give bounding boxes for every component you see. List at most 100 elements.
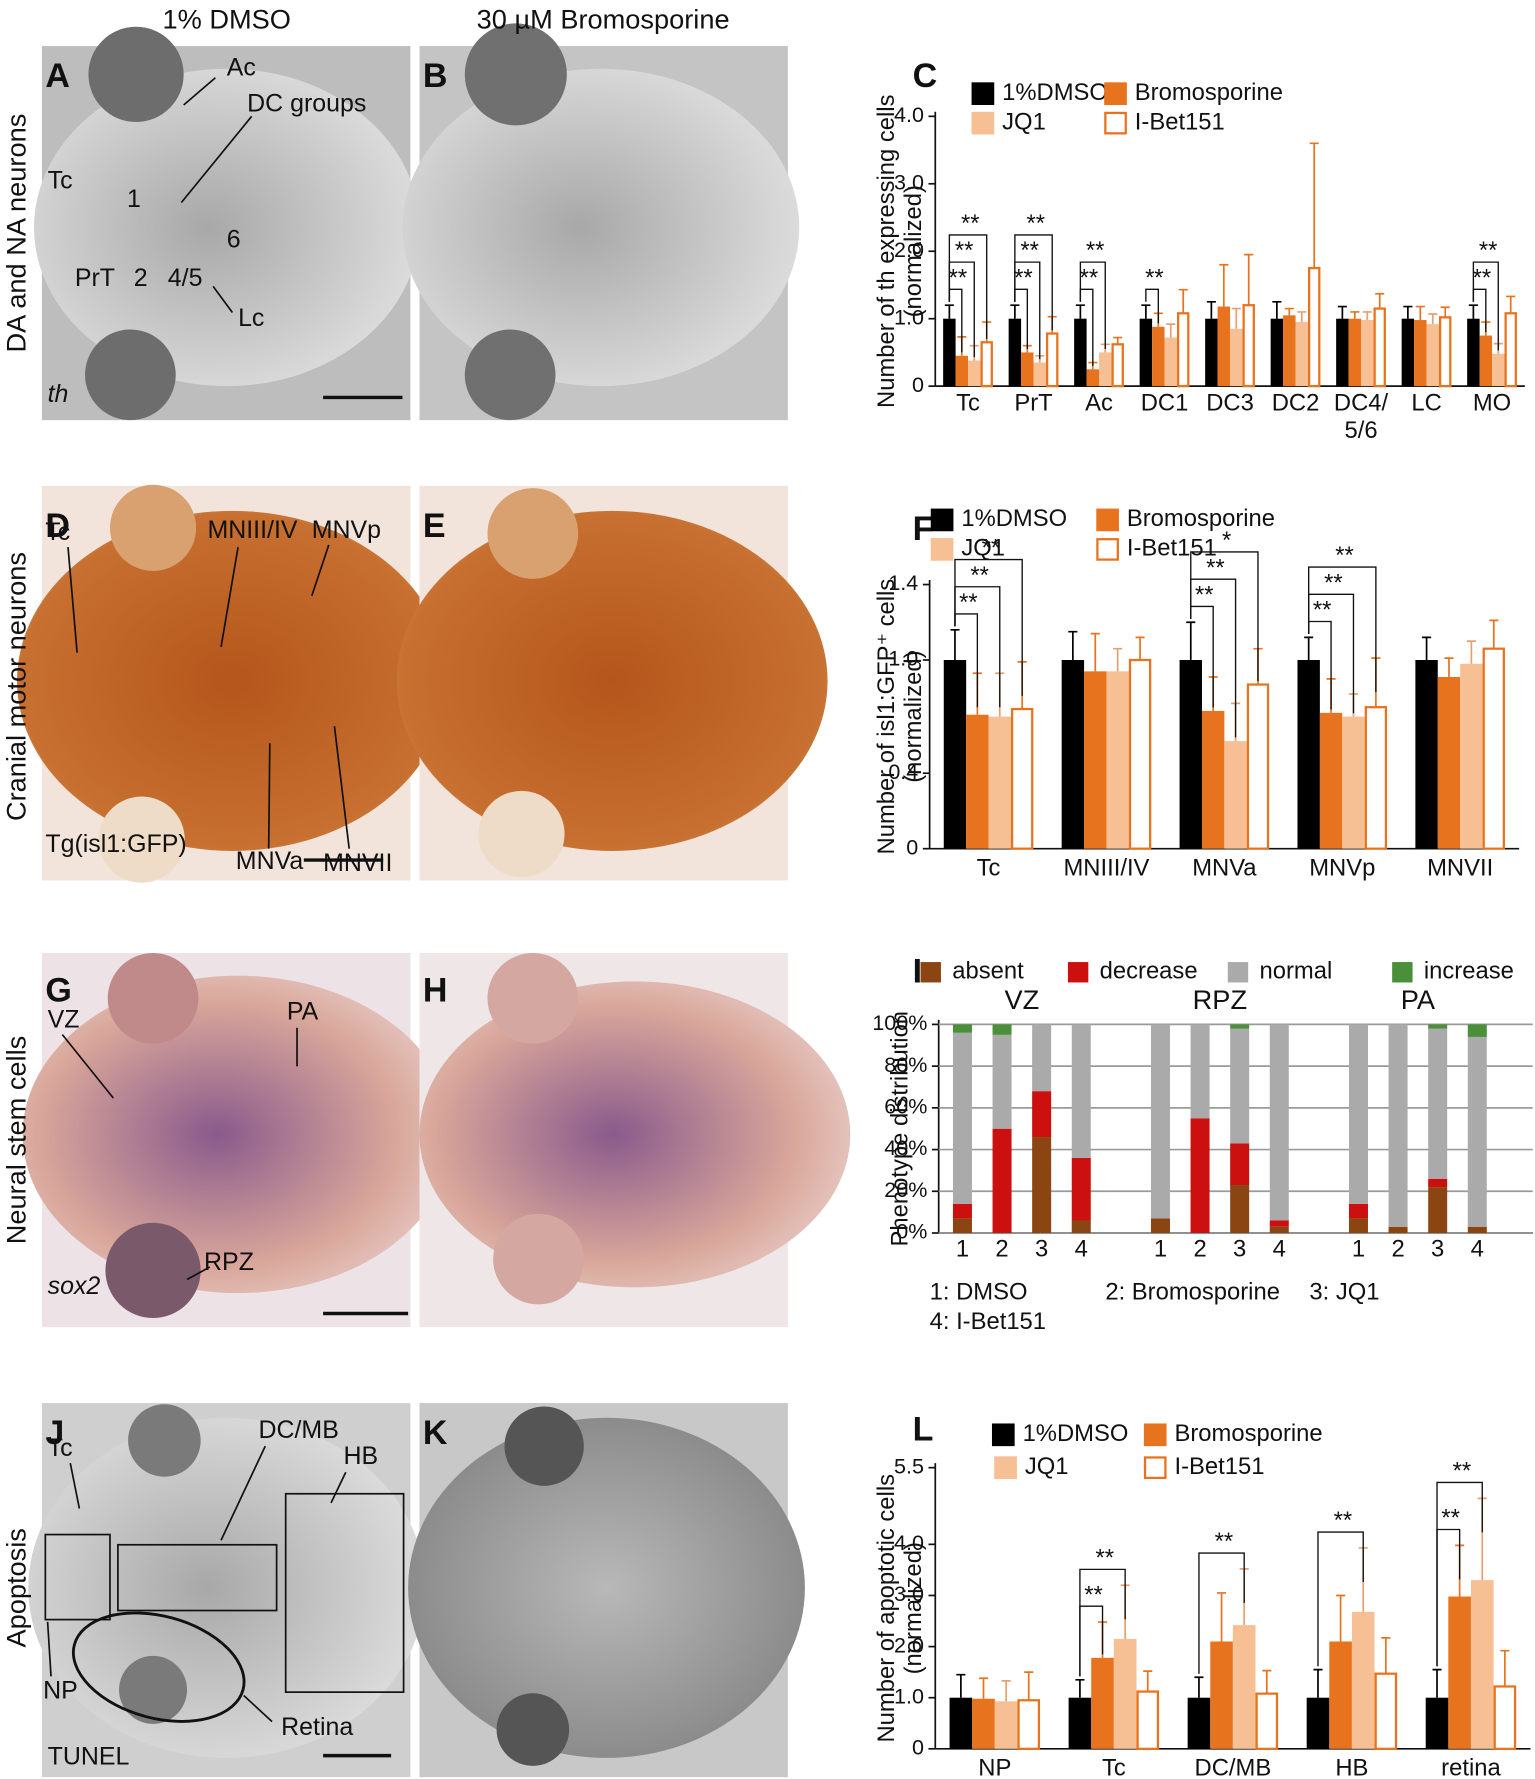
bar-segment [992, 1024, 1012, 1035]
x-tick-label: DC1 [1141, 390, 1189, 417]
error-bar [1217, 1592, 1227, 1642]
row-label: Neural stem cells [0, 1036, 31, 1244]
eye [128, 1404, 201, 1477]
bar [1336, 318, 1349, 387]
panel-letter: E [423, 507, 446, 545]
significance-label: ** [1334, 1507, 1353, 1534]
bar-segment [1428, 1178, 1448, 1188]
eye [496, 1693, 570, 1766]
bar [1179, 660, 1202, 849]
significance-label: ** [1473, 264, 1492, 291]
eye [105, 1222, 201, 1319]
annotation: 2 [134, 264, 148, 292]
x-tick-label: 3 [1431, 1235, 1444, 1262]
bar [1017, 1699, 1041, 1750]
significance-label: ** [1084, 1581, 1103, 1608]
panel-letter: H [423, 972, 448, 1010]
y-axis-label: (normalized) [900, 185, 927, 317]
panel-letter: L [913, 1410, 934, 1448]
bar [1086, 369, 1100, 387]
bar-segment [992, 1128, 1012, 1234]
bar [1084, 671, 1107, 849]
error-bar [1231, 307, 1241, 329]
eye [487, 488, 579, 579]
eye [88, 26, 184, 122]
x-tick-label: 3 [1035, 1235, 1048, 1262]
annotation: Ac [227, 53, 256, 81]
legend-label: I-Bet151 [1174, 1453, 1264, 1480]
bar-segment [1190, 1118, 1210, 1234]
eye [493, 1213, 584, 1305]
y-tick-label: 1.0 [894, 1684, 924, 1708]
legend-swatch [930, 538, 954, 561]
error-bar [944, 304, 954, 319]
larva [34, 68, 420, 387]
significance-bracket [948, 234, 988, 339]
bar [1448, 1596, 1471, 1749]
legend-swatch [1096, 538, 1119, 561]
legend-label: 1%DMSO [1002, 79, 1108, 106]
error-bar [1500, 1649, 1510, 1687]
y-tick-label: 1.0 [894, 305, 924, 329]
significance-label: ** [1145, 264, 1164, 291]
bar [1074, 318, 1087, 387]
bar [1426, 324, 1439, 387]
error-bar [1468, 304, 1478, 319]
bar-segment [992, 1034, 1012, 1129]
error-bar [1075, 1678, 1085, 1698]
region-box [284, 1492, 405, 1693]
larva [419, 981, 851, 1288]
region-ellipse [71, 1611, 246, 1723]
annotation: HB [344, 1442, 379, 1470]
x-tick-label: 4 [1471, 1235, 1484, 1262]
bar-segment [1467, 1024, 1487, 1037]
significance-bracket [1198, 1552, 1245, 1674]
error-bar [1432, 1668, 1442, 1698]
bar-segment [952, 1032, 972, 1204]
y-tick-label: 40% [884, 1136, 927, 1160]
bar [1242, 304, 1255, 388]
error-bar [1284, 307, 1294, 316]
panel-letter: A [45, 57, 70, 95]
bar [980, 341, 993, 388]
bar [1010, 707, 1034, 850]
significance-label: ** [982, 535, 1001, 562]
error-bar [1350, 311, 1360, 319]
significance-label: ** [1215, 1528, 1234, 1555]
bar [1482, 647, 1505, 850]
bar [1210, 1641, 1233, 1749]
annotation: PA [287, 998, 319, 1026]
annotation: TUNEL [48, 1742, 130, 1770]
legend-label: 1%DMSO [961, 505, 1067, 532]
significance-label: ** [1453, 1458, 1472, 1485]
x-tick-label: DC/MB [1195, 1755, 1272, 1779]
bar-segment [1348, 1218, 1368, 1234]
annotation: 1 [127, 185, 141, 213]
error-bar [1440, 306, 1450, 318]
x-tick-label: Tc [977, 854, 1001, 881]
x-tick-label: DC3 [1206, 390, 1254, 417]
legend-label: normal [1260, 958, 1333, 985]
x-tick-label: MNVII [1427, 854, 1493, 881]
region-box [117, 1543, 278, 1612]
x-tick-label: retina [1441, 1755, 1501, 1779]
bar [1045, 332, 1059, 388]
bar [1021, 352, 1034, 387]
error-bar [1262, 1669, 1272, 1694]
bar [1217, 306, 1231, 387]
bar-segment [1032, 1091, 1052, 1138]
bar-segment [1032, 1024, 1052, 1092]
error-bar [1068, 630, 1078, 661]
y-tick-label: 5.5 [894, 1454, 924, 1478]
bar-segment [1269, 1024, 1289, 1221]
error-bar [1186, 621, 1196, 661]
y-tick-label: 1.4 [888, 571, 918, 595]
significance-label: ** [1479, 237, 1498, 264]
bar [955, 355, 969, 387]
legend-label: Bromosporine [1174, 1420, 1322, 1447]
y-tick-label: 2.0 [894, 238, 924, 262]
annotation: MNVII [323, 849, 392, 877]
y-tick-label: 0 [912, 373, 924, 397]
error-bar [1166, 323, 1176, 338]
y-tick-label: 4.0 [894, 1531, 924, 1555]
